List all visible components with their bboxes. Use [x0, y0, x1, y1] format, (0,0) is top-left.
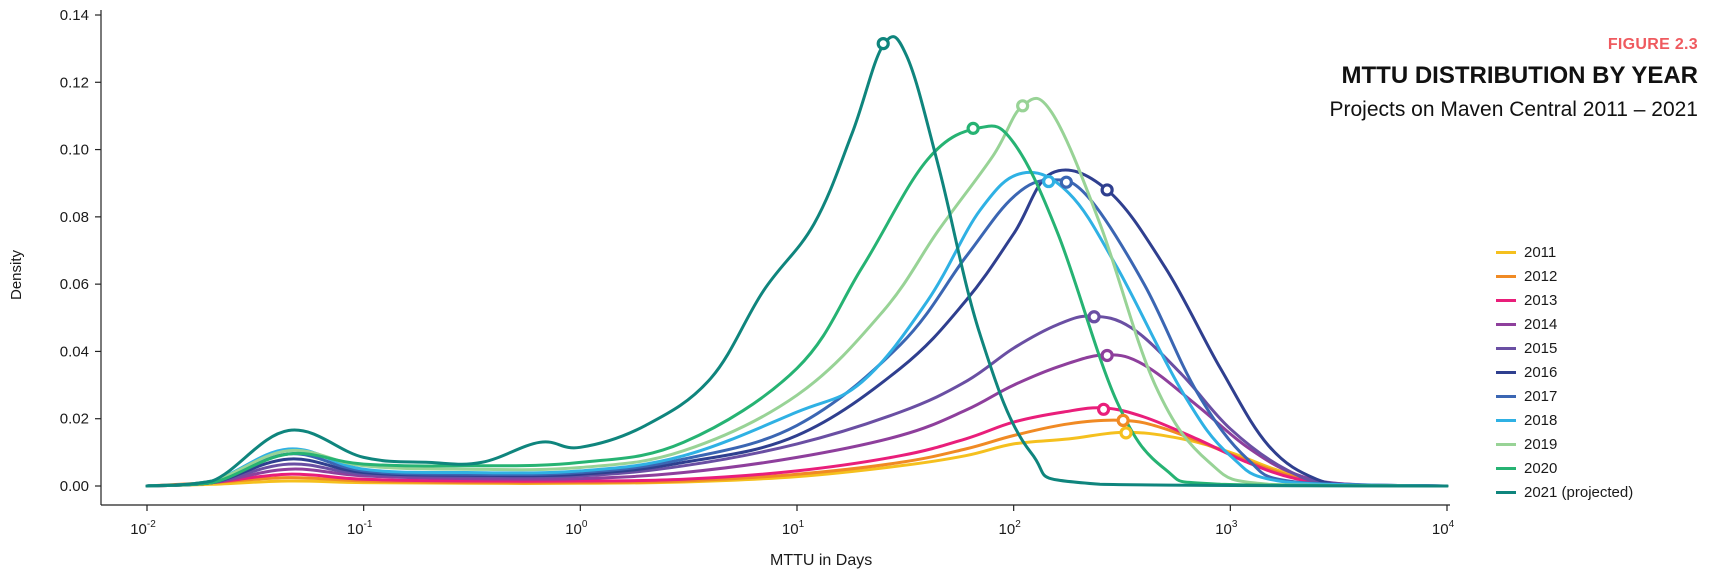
y-tick-label: 0.12 [60, 74, 89, 91]
peak-marker-2020 [966, 121, 980, 135]
legend-item: 2017 [1496, 384, 1633, 408]
x-tick-label: 10-2 [130, 519, 156, 538]
legend-swatch [1496, 346, 1516, 350]
series-line-2013 [145, 406, 1449, 488]
legend-item: 2015 [1496, 336, 1633, 360]
legend-item: 2020 [1496, 456, 1633, 480]
legend-label: 2021 (projected) [1524, 483, 1634, 501]
y-tick-label: 0.14 [60, 7, 89, 24]
series-line-2011 [145, 430, 1449, 488]
x-axis-label: MTTU in Days [770, 552, 873, 569]
legend-label: 2018 [1524, 411, 1558, 429]
legend-swatch [1496, 418, 1516, 422]
legend-swatch [1496, 250, 1516, 254]
legend-item: 2021 (projected) [1496, 480, 1633, 504]
y-tick-label: 0.06 [60, 276, 89, 293]
legend-item: 2016 [1496, 360, 1633, 384]
legend-swatch [1496, 274, 1516, 278]
legend-swatch [1496, 442, 1516, 446]
series-line-2019 [145, 96, 1449, 488]
peak-marker-2015 [1087, 310, 1101, 324]
peak-marker-2018 [1042, 174, 1056, 189]
series-line-2014 [145, 353, 1449, 488]
peak-markers [876, 36, 1133, 440]
legend-label: 2014 [1524, 315, 1558, 333]
legend-swatch [1496, 490, 1516, 494]
x-tick-label: 100 [565, 519, 588, 538]
legend-label: 2020 [1524, 459, 1558, 477]
y-tick-label: 0.08 [60, 209, 89, 226]
peak-marker-2017 [1059, 175, 1073, 189]
legend-item: 2018 [1496, 408, 1633, 432]
legend-label: 2011 [1524, 243, 1557, 261]
legend-label: 2013 [1524, 291, 1558, 309]
legend-item: 2013 [1496, 288, 1633, 312]
x-tick-label: 103 [1215, 519, 1238, 538]
legend-label: 2017 [1524, 387, 1558, 405]
series-line-2016 [145, 168, 1449, 488]
y-tick-label: 0.10 [60, 142, 89, 159]
legend-label: 2019 [1524, 435, 1558, 453]
series-line-2021 [145, 35, 1449, 488]
legend-swatch [1496, 322, 1516, 326]
x-tick-label: 102 [999, 519, 1022, 538]
legend-label: 2015 [1524, 339, 1558, 357]
peak-marker-2021 [876, 36, 890, 51]
series-line-2015 [145, 314, 1449, 488]
chart-title: MTTU DISTRIBUTION BY YEAR [1341, 62, 1698, 89]
figure-label: FIGURE 2.3 [1607, 36, 1698, 53]
legend-item: 2012 [1496, 264, 1633, 288]
legend-swatch [1496, 298, 1516, 302]
legend-item: 2014 [1496, 312, 1633, 336]
series-line-2020 [145, 124, 1449, 488]
x-tick-label: 101 [782, 519, 805, 538]
series-line-2018 [145, 170, 1449, 488]
y-tick-label: 0.00 [60, 478, 89, 495]
series-line-2012 [145, 418, 1449, 488]
legend-swatch [1496, 370, 1516, 374]
peak-marker-2019 [1016, 99, 1030, 113]
peak-marker-2012 [1116, 413, 1130, 427]
peak-marker-2016 [1100, 183, 1114, 197]
peak-marker-2011 [1119, 426, 1133, 440]
legend-swatch [1496, 466, 1516, 470]
y-tick-label: 0.04 [60, 343, 89, 360]
series-line-2017 [145, 178, 1449, 488]
x-tick-label: 104 [1432, 519, 1455, 538]
legend-label: 2012 [1524, 267, 1558, 285]
legend-label: 2016 [1524, 363, 1558, 381]
peak-marker-2014 [1100, 348, 1114, 363]
y-tick-label: 0.02 [60, 411, 89, 428]
series-lines [145, 35, 1449, 488]
axes: 0.00 0.02 0.04 0.06 0.08 0.10 0.12 0.14 10-2 10-1… [60, 7, 1455, 538]
legend-swatch [1496, 394, 1516, 398]
peak-marker-2013 [1096, 402, 1111, 416]
legend: 2011 2012 2013 2014 2015 2016 2017 2018 2019 2020… [1496, 240, 1633, 504]
y-axis-label: Density [8, 249, 25, 300]
legend-item: 2011 [1496, 240, 1633, 264]
x-tick-label: 10-1 [347, 519, 373, 538]
chart-subtitle: Projects on Maven Central 2011 – 2021 [1329, 98, 1698, 121]
legend-item: 2019 [1496, 432, 1633, 456]
